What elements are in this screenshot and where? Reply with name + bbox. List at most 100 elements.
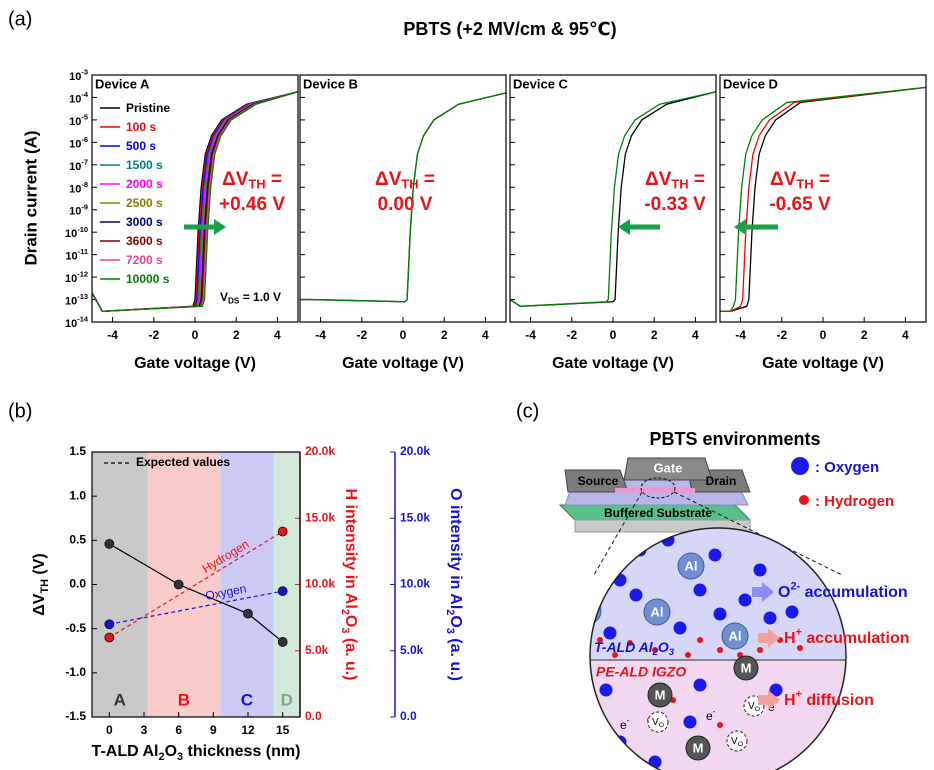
source-label: Source bbox=[578, 474, 619, 488]
hydrogen-atom bbox=[652, 647, 658, 653]
transfer-curve bbox=[720, 86, 927, 312]
al-atom bbox=[643, 598, 671, 626]
hydrogen-atom bbox=[757, 647, 763, 653]
plot-frame bbox=[719, 74, 927, 323]
legend-oxygen: : Oxygen bbox=[815, 459, 879, 476]
metal-label: M bbox=[693, 740, 704, 755]
metal-label: M bbox=[741, 660, 752, 675]
delta-vth-label-part: ΔV bbox=[645, 169, 672, 190]
legend-label: Expected values bbox=[136, 455, 230, 469]
oxygen-atom bbox=[591, 579, 605, 593]
vds-label-part: V bbox=[220, 290, 228, 304]
effect-label: H+ accumulation bbox=[784, 626, 910, 647]
y-tick-label: 10-13 bbox=[65, 292, 88, 307]
y3-axis-label-part: 2 bbox=[444, 609, 456, 615]
y-axis-label-part: ΔV bbox=[31, 593, 48, 616]
legend-hydrogen-dot bbox=[799, 495, 809, 505]
panel-label: (b) bbox=[8, 400, 32, 422]
al-atom bbox=[721, 622, 749, 650]
y3-tick-label: 5.0k bbox=[400, 643, 424, 657]
x-tick-label: 0 bbox=[400, 328, 407, 342]
electron-label-part: - bbox=[627, 716, 630, 725]
y3-axis-label-part: O bbox=[447, 615, 464, 627]
effect-label-part: accumulation bbox=[802, 630, 910, 647]
effect-label-part: + bbox=[796, 626, 802, 638]
legend-label: 3600 s bbox=[126, 234, 163, 248]
y-tick-label-part: 10 bbox=[69, 183, 81, 195]
y-tick-label-part: -5 bbox=[81, 112, 88, 121]
data-point bbox=[104, 619, 115, 630]
vacancy-label-part: V bbox=[652, 717, 659, 728]
expected-line bbox=[109, 530, 283, 639]
y-tick-label: 10-11 bbox=[65, 247, 88, 262]
y-tick-label-part: -13 bbox=[77, 292, 88, 301]
y-tick-label-part: -4 bbox=[81, 90, 88, 99]
transfer-curve bbox=[720, 86, 927, 312]
thickness-region bbox=[220, 452, 274, 717]
effect-arrow bbox=[758, 628, 780, 648]
y-axis-label-part: TH bbox=[39, 579, 51, 594]
x-tick-label: 2 bbox=[861, 328, 868, 342]
y-tick-label-part: -6 bbox=[81, 135, 88, 144]
vds-label-part: DS bbox=[228, 297, 240, 306]
device-title: Device D bbox=[723, 76, 778, 91]
effect-label-part: 2- bbox=[790, 580, 800, 592]
zoom-outline bbox=[589, 527, 847, 770]
vacancy-label-part: O bbox=[659, 722, 664, 729]
y-axis-label: Drain current (A) bbox=[21, 130, 40, 265]
oxygen-atom bbox=[599, 683, 613, 697]
x-axis-label: Gate voltage (V) bbox=[134, 355, 256, 372]
transfer-curve bbox=[300, 92, 507, 303]
expected-line bbox=[109, 590, 283, 625]
x-tick-label: -2 bbox=[566, 328, 577, 342]
y-tick-label: 0.5 bbox=[69, 533, 86, 547]
effect-label-part: H bbox=[784, 692, 796, 709]
x-axis-label: Gate voltage (V) bbox=[342, 355, 464, 372]
x-axis-label: Gate voltage (V) bbox=[762, 355, 884, 372]
data-point bbox=[104, 538, 115, 549]
x-tick-label: -4 bbox=[525, 328, 536, 342]
hydrogen-atom bbox=[797, 645, 803, 651]
vacancy bbox=[647, 711, 669, 733]
substrate-label: Buffered Substrate bbox=[604, 506, 712, 520]
metal-atom bbox=[647, 682, 673, 708]
x-axis-label-part: 3 bbox=[177, 751, 183, 763]
delta-vth-label-part: ΔV bbox=[222, 169, 249, 190]
oxygen-atom bbox=[785, 605, 799, 619]
legend-hydrogen: : Hydrogen bbox=[815, 493, 894, 510]
y-tick-label-part: 10 bbox=[69, 93, 81, 105]
oxygen-atom bbox=[763, 611, 777, 625]
electron-label: e- bbox=[620, 716, 630, 732]
y-tick-label: 10-10 bbox=[65, 225, 88, 240]
x-tick-label: 3 bbox=[141, 723, 148, 737]
y-tick-label-part: 10 bbox=[69, 161, 81, 173]
hydrogen-atom bbox=[597, 637, 603, 643]
delta-vth-value: +0.46 V bbox=[219, 194, 285, 215]
plot-frame bbox=[91, 74, 299, 323]
delta-vth-label-part: TH bbox=[796, 177, 813, 192]
delta-vth-label-part: = bbox=[266, 169, 282, 190]
x-tick-label: 15 bbox=[276, 723, 290, 737]
delta-vth-label-part: = bbox=[689, 169, 705, 190]
x-axis-label: T-ALD Al2O3 thickness (nm) bbox=[92, 743, 301, 762]
legend-label: Pristine bbox=[126, 101, 170, 115]
gate bbox=[623, 457, 713, 481]
legend-label: 10000 s bbox=[126, 272, 170, 286]
oxygen-atom bbox=[753, 563, 767, 577]
delta-vth-value: -0.65 V bbox=[769, 194, 831, 215]
plot-frame bbox=[299, 74, 507, 323]
region-label: A bbox=[114, 690, 126, 709]
zoom-marker bbox=[640, 477, 676, 499]
vacancy-label-part: V bbox=[731, 736, 738, 747]
x-axis-label-part: O bbox=[165, 743, 177, 760]
al2o3-layer-label-part: T-ALD Al bbox=[594, 639, 654, 655]
hydrogen-atom bbox=[612, 652, 618, 658]
x-tick-label: -4 bbox=[315, 328, 326, 342]
delta-vth-value: -0.33 V bbox=[644, 194, 706, 215]
y3-tick-label: 0.0 bbox=[400, 709, 417, 723]
transfer-curve bbox=[720, 86, 927, 312]
thickness-region bbox=[147, 452, 221, 717]
y2-tick-label: 10.0k bbox=[305, 577, 335, 591]
plot-frame bbox=[509, 74, 717, 323]
